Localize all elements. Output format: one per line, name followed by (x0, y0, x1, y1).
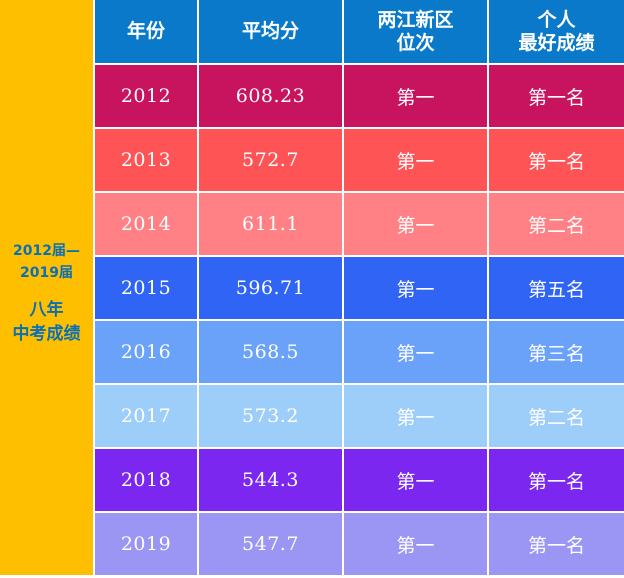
header-personal-line1: 个人 (537, 8, 576, 31)
cell-district-rank: 第一 (344, 65, 489, 129)
header-personal-best: 个人 最好成绩 (489, 0, 624, 65)
side-title: 八年 中考成绩 (13, 298, 81, 346)
header-average: 平均分 (199, 0, 344, 65)
cell-personal-best: 第二名 (489, 193, 624, 257)
cell-average: 608.23 (199, 65, 344, 129)
side-range-line2: 2019届 (20, 264, 73, 281)
cell-district-rank: 第一 (344, 257, 489, 321)
cell-average: 573.2 (199, 385, 344, 449)
header-district-line2: 位次 (396, 31, 435, 54)
cell-personal-best: 第五名 (489, 257, 624, 321)
cell-district-rank: 第一 (344, 129, 489, 193)
header-district-line1: 两江新区 (377, 8, 454, 31)
cell-personal-best: 第二名 (489, 385, 624, 449)
cell-year: 2014 (95, 193, 199, 257)
cell-personal-best: 第一名 (489, 449, 624, 513)
side-label-panel: 2012届— 2019届 八年 中考成绩 (0, 0, 95, 577)
cell-personal-best: 第一名 (489, 513, 624, 577)
header-year: 年份 (95, 0, 199, 65)
cell-district-rank: 第一 (344, 385, 489, 449)
cell-year: 2016 (95, 321, 199, 385)
cell-personal-best: 第一名 (489, 65, 624, 129)
cell-average: 568.5 (199, 321, 344, 385)
side-range: 2012届— 2019届 (13, 240, 80, 284)
cell-year: 2015 (95, 257, 199, 321)
header-district-rank: 两江新区 位次 (344, 0, 489, 65)
header-personal-line2: 最好成绩 (518, 31, 595, 54)
cell-average: 544.3 (199, 449, 344, 513)
cell-average: 611.1 (199, 193, 344, 257)
side-title-line2: 中考成绩 (12, 323, 81, 344)
cell-personal-best: 第一名 (489, 129, 624, 193)
side-title-line1: 八年 (29, 299, 64, 320)
cell-year: 2013 (95, 129, 199, 193)
cell-district-rank: 第一 (344, 513, 489, 577)
cell-district-rank: 第一 (344, 193, 489, 257)
cell-personal-best: 第三名 (489, 321, 624, 385)
cell-year: 2017 (95, 385, 199, 449)
cell-year: 2019 (95, 513, 199, 577)
cell-year: 2018 (95, 449, 199, 513)
cell-average: 572.7 (199, 129, 344, 193)
side-range-line1: 2012届— (13, 242, 80, 259)
cell-district-rank: 第一 (344, 449, 489, 513)
cell-district-rank: 第一 (344, 321, 489, 385)
cell-year: 2012 (95, 65, 199, 129)
cell-average: 547.7 (199, 513, 344, 577)
cell-average: 596.71 (199, 257, 344, 321)
